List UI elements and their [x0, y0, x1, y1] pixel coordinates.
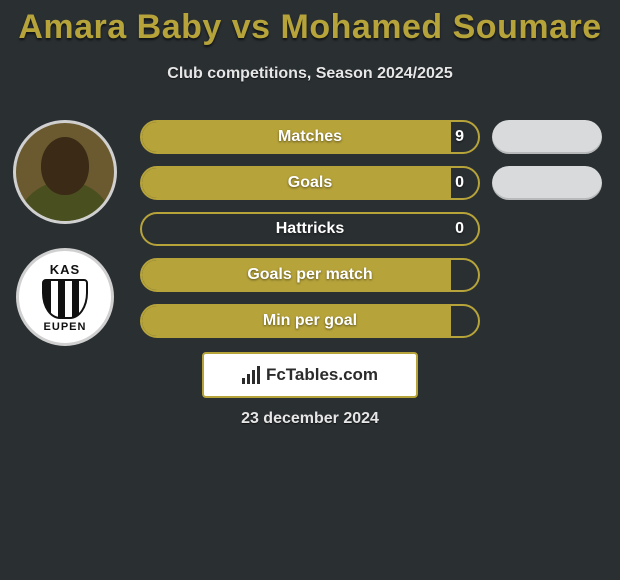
- left-column: KAS EUPEN: [10, 120, 120, 346]
- stat-label: Min per goal: [263, 312, 357, 330]
- stat-bar: Matches 9: [140, 120, 480, 154]
- stat-label: Goals per match: [247, 266, 372, 284]
- stat-label: Hattricks: [276, 220, 344, 238]
- logo-text: FcTables.com: [266, 365, 378, 385]
- stat-bar: Goals per match: [140, 258, 480, 292]
- comparison-pill: [492, 120, 602, 154]
- stat-value: 9: [455, 128, 464, 146]
- club-badge: KAS EUPEN: [16, 248, 114, 346]
- fctables-logo: FcTables.com: [202, 352, 418, 398]
- page-title: Amara Baby vs Mohamed Soumare: [0, 0, 620, 47]
- club-shield-icon: [42, 279, 88, 319]
- subtitle: Club competitions, Season 2024/2025: [0, 65, 620, 83]
- logo-bar-icon: [247, 374, 250, 384]
- stat-label: Goals: [288, 174, 332, 192]
- stat-value: 0: [455, 174, 464, 192]
- right-pills: [492, 120, 602, 350]
- stat-value: 0: [455, 220, 464, 238]
- logo-bars-icon: [242, 366, 260, 384]
- stats-bars: Matches 9 Goals 0 Hattricks 0 Goals per match M…: [140, 120, 480, 350]
- stat-bar: Goals 0: [140, 166, 480, 200]
- logo-bar-icon: [252, 370, 255, 384]
- logo-bar-icon: [257, 366, 260, 384]
- stat-label: Matches: [278, 128, 342, 146]
- date-label: 23 december 2024: [0, 410, 620, 428]
- club-bottom-text: EUPEN: [44, 321, 87, 333]
- avatar-face-shape: [41, 137, 89, 195]
- club-top-text: KAS: [50, 262, 80, 277]
- logo-bar-icon: [242, 378, 245, 384]
- player-avatar: [13, 120, 117, 224]
- stat-bar: Min per goal: [140, 304, 480, 338]
- comparison-pill: [492, 166, 602, 200]
- stat-bar: Hattricks 0: [140, 212, 480, 246]
